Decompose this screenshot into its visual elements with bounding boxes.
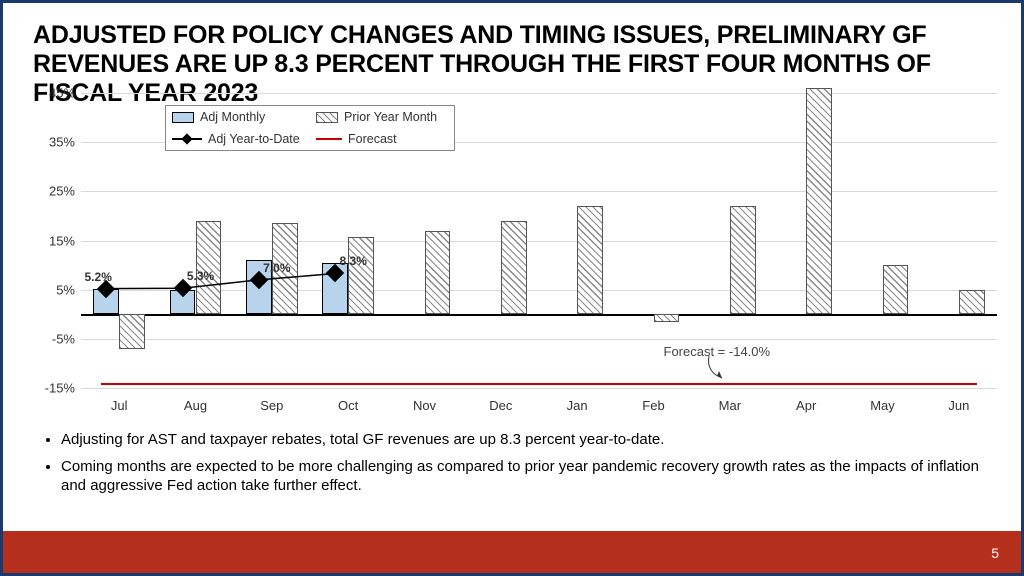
x-tick-label: Aug [184, 398, 207, 413]
y-tick-label: 15% [33, 233, 75, 248]
legend-label: Adj Year-to-Date [208, 132, 300, 146]
x-tick-label: Jun [948, 398, 969, 413]
x-tick-label: May [870, 398, 895, 413]
prior-year-bar [196, 221, 222, 314]
bullet-list: Adjusting for AST and taxpayer rebates, … [43, 431, 991, 503]
chart-legend: Adj Monthly Prior Year Month Adj Year-to-D… [165, 105, 455, 151]
y-tick-label: 45% [33, 86, 75, 101]
y-tick-label: 25% [33, 184, 75, 199]
ytd-data-label: 5.2% [85, 270, 112, 284]
x-tick-label: Jul [111, 398, 128, 413]
forecast-arrow-icon [704, 354, 744, 384]
page-number: 5 [991, 545, 999, 561]
prior-year-bar [654, 314, 680, 321]
x-tick-label: Sep [260, 398, 283, 413]
x-tick-label: Apr [796, 398, 816, 413]
revenue-chart: Forecast = -14.0%5.2%5.3%7.0%8.3%Adj Mon… [33, 93, 997, 413]
legend-label: Adj Monthly [200, 110, 265, 124]
prior-year-bar [501, 221, 527, 314]
x-tick-label: Dec [489, 398, 512, 413]
prior-year-bar [806, 88, 832, 314]
x-tick-label: Nov [413, 398, 436, 413]
y-tick-label: -5% [33, 331, 75, 346]
ytd-data-label: 7.0% [263, 261, 290, 275]
slide-frame: ADJUSTED FOR POLICY CHANGES AND TIMING I… [0, 0, 1024, 576]
x-tick-label: Feb [642, 398, 664, 413]
prior-year-bar [883, 265, 909, 314]
x-tick-label: Jan [567, 398, 588, 413]
prior-year-bar [348, 237, 374, 315]
prior-year-bar [119, 314, 145, 348]
forecast-line [101, 383, 977, 385]
legend-label: Forecast [348, 132, 397, 146]
bullet-item: Coming months are expected to be more ch… [61, 458, 991, 496]
prior-year-bar [425, 231, 451, 315]
legend-label: Prior Year Month [344, 110, 437, 124]
ytd-data-label: 8.3% [340, 255, 367, 269]
prior-year-bar [959, 290, 985, 315]
x-tick-label: Oct [338, 398, 358, 413]
prior-year-bar [577, 206, 603, 314]
x-tick-label: Mar [719, 398, 741, 413]
bullet-item: Adjusting for AST and taxpayer rebates, … [61, 431, 991, 450]
ytd-data-label: 5.3% [187, 269, 214, 283]
y-tick-label: 5% [33, 282, 75, 297]
footer-bar: 5 [3, 531, 1021, 573]
y-tick-label: 35% [33, 135, 75, 150]
plot-area: Forecast = -14.0%5.2%5.3%7.0%8.3%Adj Mon… [81, 93, 997, 388]
y-tick-label: -15% [33, 381, 75, 396]
prior-year-bar [730, 206, 756, 314]
